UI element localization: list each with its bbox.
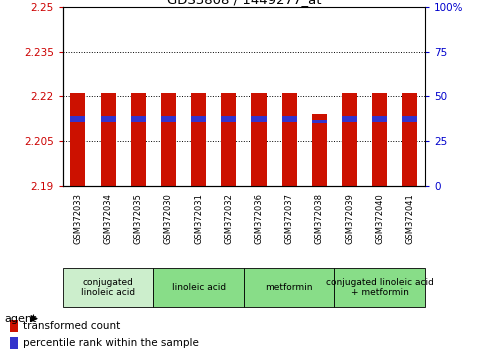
Bar xyxy=(221,93,236,186)
Text: GSM372036: GSM372036 xyxy=(255,193,264,244)
Bar xyxy=(372,116,387,122)
Bar xyxy=(372,93,387,186)
Bar xyxy=(282,93,297,186)
Bar xyxy=(402,93,417,186)
Bar xyxy=(312,114,327,186)
FancyBboxPatch shape xyxy=(63,268,154,307)
Title: GDS3808 / 1449277_at: GDS3808 / 1449277_at xyxy=(167,0,321,6)
Text: GSM372035: GSM372035 xyxy=(134,193,143,244)
Bar xyxy=(71,93,85,186)
Text: GSM372031: GSM372031 xyxy=(194,193,203,244)
Bar xyxy=(252,93,267,186)
FancyBboxPatch shape xyxy=(154,268,244,307)
Bar xyxy=(282,116,297,122)
Bar xyxy=(100,93,115,186)
Text: GSM372030: GSM372030 xyxy=(164,193,173,244)
Text: GSM372040: GSM372040 xyxy=(375,193,384,244)
FancyBboxPatch shape xyxy=(334,268,425,307)
Bar xyxy=(100,116,115,122)
Text: GSM372037: GSM372037 xyxy=(284,193,294,244)
Bar xyxy=(221,116,236,122)
Bar xyxy=(312,120,327,123)
Text: conjugated linoleic acid
+ metformin: conjugated linoleic acid + metformin xyxy=(326,278,434,297)
Bar xyxy=(191,93,206,186)
Bar xyxy=(402,116,417,122)
Text: transformed count: transformed count xyxy=(23,321,120,331)
Text: GSM372038: GSM372038 xyxy=(315,193,324,244)
Bar xyxy=(131,116,146,122)
Bar xyxy=(71,116,85,122)
Bar xyxy=(161,93,176,186)
Bar xyxy=(342,93,357,186)
Text: metformin: metformin xyxy=(266,283,313,292)
FancyBboxPatch shape xyxy=(244,268,334,307)
Bar xyxy=(252,116,267,122)
Bar xyxy=(10,320,18,332)
Text: agent: agent xyxy=(5,314,37,324)
Text: GSM372034: GSM372034 xyxy=(103,193,113,244)
Text: percentile rank within the sample: percentile rank within the sample xyxy=(23,338,199,348)
Text: GSM372032: GSM372032 xyxy=(224,193,233,244)
Text: GSM372033: GSM372033 xyxy=(73,193,83,244)
Bar xyxy=(131,93,146,186)
Text: GSM372041: GSM372041 xyxy=(405,193,414,244)
Bar xyxy=(191,116,206,122)
Bar xyxy=(161,116,176,122)
Text: linoleic acid: linoleic acid xyxy=(171,283,226,292)
Bar xyxy=(10,337,18,349)
Text: GSM372039: GSM372039 xyxy=(345,193,354,244)
Bar xyxy=(342,116,357,122)
Text: conjugated
linoleic acid: conjugated linoleic acid xyxy=(81,278,135,297)
